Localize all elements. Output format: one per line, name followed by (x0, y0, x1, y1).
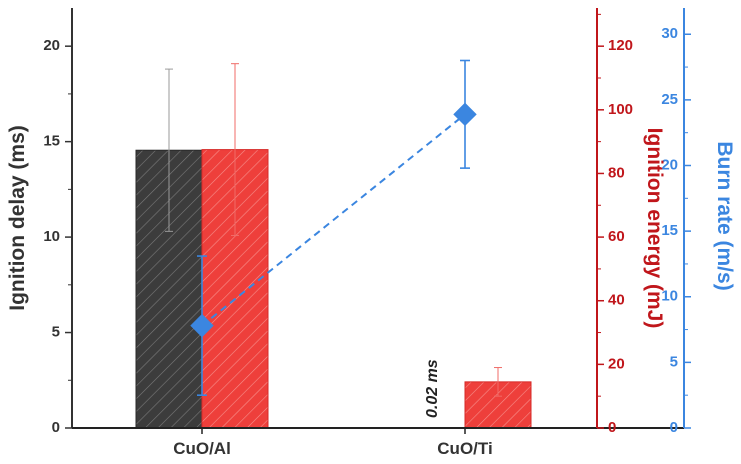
right-tick-label: 80 (608, 164, 625, 181)
burn-rate-marker (190, 313, 214, 338)
right2-tick-label: 5 (670, 353, 678, 370)
plot-area: 0 5 10 15 20 0 20 40 60 80 100 120 0 5 10 15 20 25 30 (43, 8, 691, 436)
right2-tick-label: 30 (661, 25, 678, 42)
left-tick-label: 10 (43, 228, 60, 245)
left-tick-label: 5 (52, 324, 60, 341)
bar-annotation: 0.02 ms (424, 359, 441, 418)
right2-tick-label: 25 (661, 91, 678, 108)
left-tick-label: 15 (43, 133, 60, 150)
right-tick-label: 0 (608, 419, 616, 436)
x-tick-label: CuO/Ti (437, 439, 492, 458)
left-tick-label: 20 (43, 37, 60, 54)
right2-tick-label: 20 (661, 156, 678, 173)
right2-tick-label: 0 (670, 419, 678, 436)
right-tick-label: 120 (608, 37, 633, 54)
right2-tick-label: 15 (661, 222, 678, 239)
left-axis-title: Ignition delay (ms) (6, 125, 29, 311)
x-tick-label: CuO/Al (173, 439, 231, 458)
right-tick-label: 60 (608, 228, 625, 245)
right-tick-label: 40 (608, 292, 625, 309)
right-tick-label: 100 (608, 101, 633, 118)
right2-axis-title: Burn rate (m/s) (713, 141, 736, 290)
right-axis-title: Ignition energy (mJ) (643, 128, 666, 329)
left-tick-label: 0 (52, 419, 60, 436)
right-tick-label: 20 (608, 355, 625, 372)
burn-rate-marker (453, 102, 477, 127)
burn-rate-line (201, 113, 466, 327)
right2-tick-label: 10 (661, 288, 678, 305)
